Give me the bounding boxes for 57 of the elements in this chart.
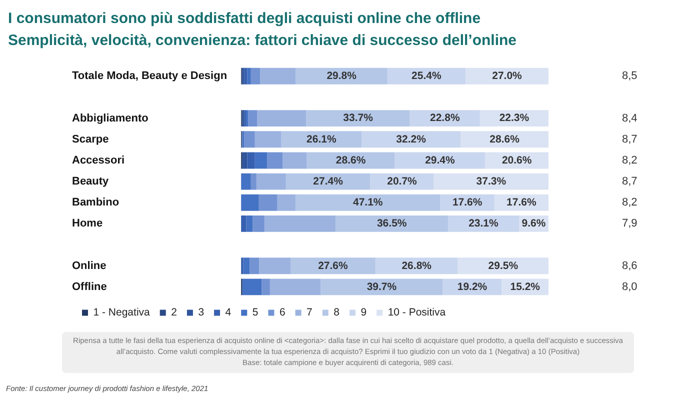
y-tick-label: Scarpe: [72, 133, 109, 146]
text: 8,7: [622, 176, 638, 188]
data-label: 37.3%: [476, 175, 507, 188]
legend-label: 10 - Positiva: [388, 306, 446, 319]
data-label: 20.6%: [502, 154, 532, 166]
y-tick-label: Abbigliamento: [72, 112, 149, 124]
data-label: 28.6%: [336, 154, 366, 166]
y-tick-label: Home: [72, 218, 103, 230]
y-tick-label: Online: [72, 260, 106, 272]
data-label: 26.8%: [402, 260, 432, 272]
legend-label: 4: [225, 306, 232, 319]
data-label: 47.1%: [352, 196, 384, 209]
data-label: 26.1%: [306, 133, 337, 146]
text: 8,5: [622, 70, 638, 82]
data-label: 15.2%: [510, 280, 541, 293]
data-label: 25.4%: [412, 70, 442, 82]
text: 8,2: [622, 154, 638, 166]
y-tick-label: Totale Moda, Beauty e Design: [72, 70, 228, 82]
legend-label: 8: [334, 306, 340, 319]
legend-label: 3: [198, 306, 204, 319]
data-label: 27.0%: [492, 70, 523, 82]
y-tick-label: Accessori: [72, 154, 125, 166]
text: 8,0: [622, 280, 638, 293]
text: 8,7: [622, 133, 638, 146]
data-label: 39.7%: [366, 280, 398, 293]
text: 7,9: [622, 218, 638, 230]
text: 8,6: [622, 260, 638, 272]
text: 8,2: [622, 196, 638, 209]
data-label: 33.7%: [343, 112, 374, 124]
legend-label: 1 - Negativa: [93, 306, 150, 319]
y-tick-label: Beauty: [72, 176, 110, 188]
data-label: 22.3%: [499, 112, 530, 124]
data-label: 29.5%: [488, 260, 519, 272]
legend-label: 6: [279, 306, 286, 319]
data-label: 29.4%: [425, 154, 456, 166]
data-label: 23.1%: [468, 218, 500, 230]
chart-title: I consumatori sono più soddisfatti degli acquisti online che offline: [8, 10, 481, 27]
data-label: 19.2%: [457, 280, 488, 293]
data-label: 29.8%: [326, 70, 358, 82]
data-label: 20.7%: [387, 175, 418, 188]
legend-label: 9: [360, 306, 367, 319]
data-label: 28.6%: [490, 133, 520, 146]
data-label: 32.2%: [396, 133, 427, 146]
data-label: 17.6%: [452, 196, 483, 209]
data-label: 17.6%: [506, 196, 537, 209]
legend-label: 5: [252, 306, 258, 319]
text: 8,4: [622, 112, 638, 124]
y-tick-label: Offline: [72, 280, 107, 293]
legend-label: 7: [306, 306, 313, 319]
data-label: 22.8%: [430, 112, 460, 124]
data-label: 9.6%: [522, 218, 546, 230]
data-label: 27.4%: [313, 175, 344, 188]
y-tick-label: Bambino: [72, 196, 120, 209]
data-label: 36.5%: [376, 218, 408, 230]
chart-subtitle: Semplicità, velocità, convenienza: fattori chiave di successo dell’online: [8, 32, 516, 49]
legend-label: 2: [171, 306, 178, 319]
data-label: 27.6%: [318, 260, 349, 272]
